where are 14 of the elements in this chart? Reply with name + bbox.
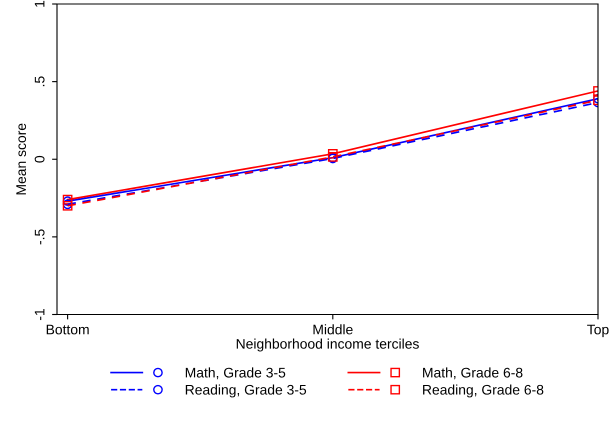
y-tick-label: -1 bbox=[34, 309, 44, 320]
x-tick-label: Top bbox=[587, 324, 609, 338]
legend-label: Math, Grade 3-5 bbox=[186, 367, 286, 380]
legend-label: Math, Grade 6-8 bbox=[423, 367, 522, 380]
legend-label: Reading, Grade 3-5 bbox=[186, 384, 306, 398]
y-tick-label: -.5 bbox=[34, 229, 45, 244]
x-axis-title: Neighborhood income terciles bbox=[236, 338, 419, 352]
y-axis-title: Mean score bbox=[16, 124, 26, 194]
y-tick-label: .5 bbox=[34, 76, 45, 86]
x-tick-label: Bottom bbox=[46, 324, 89, 334]
y-tick-label: 0 bbox=[34, 156, 45, 163]
y-tick-label: 1 bbox=[34, 0, 44, 7]
x-tick-label: Middle bbox=[313, 324, 353, 334]
legend-label: Reading, Grade 6-8 bbox=[423, 384, 544, 398]
